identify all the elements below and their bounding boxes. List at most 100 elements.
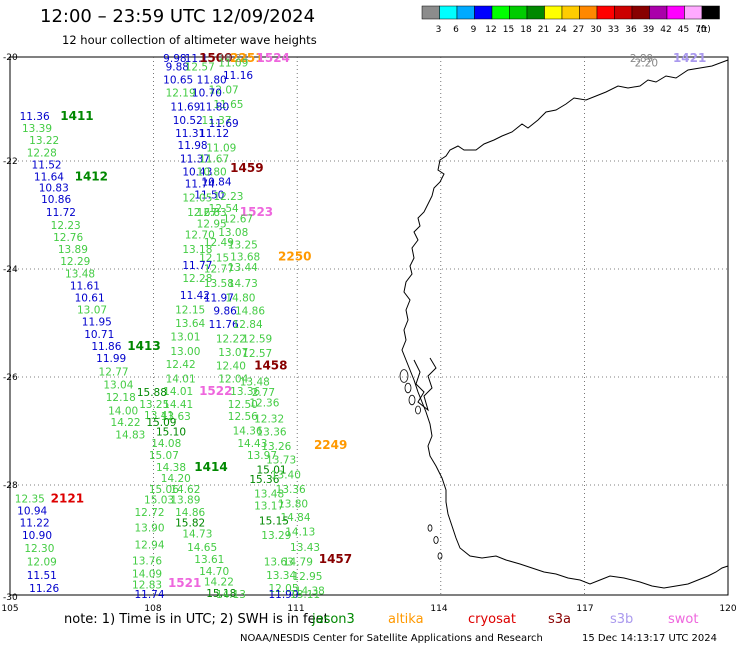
wave-height-label: 13.40 — [271, 469, 301, 481]
wave-height-label: 12.77 — [99, 367, 129, 379]
wave-height-label: 13.08 — [218, 227, 248, 239]
wave-height-label: 13.01 — [170, 331, 200, 343]
island — [415, 405, 421, 415]
lat-tick-label: -24 — [3, 265, 18, 275]
pass-id-label: 1412 — [75, 169, 108, 183]
wave-height-label: 13.48 — [65, 268, 95, 280]
wave-height-label: 12.15 — [175, 305, 205, 317]
lat-tick-label: -28 — [3, 481, 18, 491]
map-title: 12:00 – 23:59 UTC 12/09/2024 — [40, 6, 316, 27]
wave-height-label: 12.72 — [134, 507, 164, 519]
wave-height-label: 14.86 — [175, 507, 205, 519]
wave-height-label: 15.06 — [149, 484, 179, 496]
wave-height-label: 13.39 — [22, 123, 52, 135]
wave-height-label: 11.64 — [34, 171, 64, 183]
wave-height-label: 12.35 — [15, 493, 45, 505]
wave-height-label: 13.73 — [266, 455, 296, 467]
wave-height-label: 12.77 — [204, 263, 234, 275]
wave-height-label: 12.95 — [197, 218, 227, 230]
wave-height-label: 11.74 — [134, 589, 164, 601]
colorbar-tick-label: 24 — [555, 25, 567, 35]
wave-height-label: 10.83 — [39, 183, 69, 195]
wave-height-label: 11.72 — [46, 207, 76, 219]
wave-height-label: 12.07 — [209, 84, 239, 96]
pass-id-label: 1500 — [199, 51, 232, 65]
wave-height-label: 15.82 — [175, 518, 205, 530]
pass-id-label: 1459 — [230, 161, 263, 175]
wave-height-label: 14.65 — [187, 542, 217, 554]
wave-height-label: 13.25 — [139, 399, 169, 411]
wave-height-label: 15.07 — [149, 450, 179, 462]
wave-height-label: 11.76 — [209, 319, 239, 331]
wave-height-label: 12.54 — [209, 203, 239, 215]
pass-id-label: 1413 — [127, 339, 160, 353]
wave-height-label: 13.48 — [254, 489, 284, 501]
lat-tick-label: -30 — [3, 593, 18, 603]
wave-height-label: 10.94 — [17, 506, 47, 518]
wave-height-label: 13.97 — [247, 450, 277, 462]
wave-height-label: 11.51 — [27, 570, 57, 582]
colorbar-tick-label: 70 — [695, 25, 707, 35]
wave-height-label: 11.86 — [91, 341, 121, 353]
wave-height-label: 11.22 — [20, 518, 50, 530]
colorbar-tick-label: 45 — [678, 25, 689, 35]
wave-height-label: 12.40 — [216, 360, 246, 372]
wave-height-label: 9.86 — [213, 306, 237, 318]
wave-height-label: 10.84 — [201, 176, 231, 188]
wave-height-label: 13.04 — [103, 380, 133, 392]
wave-height-label: 13.00 — [170, 346, 200, 358]
wave-height-label: 14.36 — [233, 426, 263, 438]
wave-height-label: 12.95 — [292, 571, 322, 583]
wave-height-label: 11.09 — [218, 58, 248, 70]
wave-height-label: 13.68 — [230, 251, 260, 263]
wave-height-label: 11.98 — [178, 140, 208, 152]
wave-height-label: 14.73 — [228, 278, 258, 290]
wave-height-label: 11.65 — [213, 99, 243, 111]
wave-height-label: 10.43 — [182, 167, 212, 179]
wave-height-label: 12.23 — [51, 220, 81, 232]
wave-height-label: 12.49 — [204, 237, 234, 249]
wave-height-label: 11.1 — [185, 53, 208, 65]
lon-tick-label: 117 — [576, 604, 593, 612]
wave-height-label: 12.05 — [182, 192, 212, 204]
pass-id-label: 1521 — [168, 576, 201, 590]
wave-height-label: 13.64 — [175, 318, 205, 330]
wave-height-label: 10.90 — [22, 530, 52, 542]
wave-height-label: 12.57 — [242, 348, 272, 360]
wave-height-label: 14.09 — [132, 569, 162, 581]
colorbar-tick-label: 18 — [520, 25, 532, 35]
island — [437, 552, 443, 560]
colorbar-tick-label: 21 — [538, 25, 549, 35]
wave-height-label: 13.07 — [77, 305, 107, 317]
wave-height-label: 13.63 — [161, 411, 191, 423]
wave-height-label: 11.12 — [199, 128, 229, 140]
wave-height-label: 13.90 — [134, 523, 164, 535]
wave-height-label: 14.79 — [283, 556, 313, 568]
wave-height-label: 14.41 — [163, 399, 193, 411]
wave-height-label: 13.18 — [182, 244, 212, 256]
wave-height-label: 13.34 — [266, 570, 296, 582]
wave-height-label: 14.73 — [182, 528, 212, 540]
wave-height-label: 12.05 — [268, 583, 298, 595]
wave-height-label: 10.70 — [192, 88, 222, 100]
footer-note: note: 1) Time is in UTC; 2) SWH is in fe… — [64, 612, 329, 627]
map-subtitle: 12 hour collection of altimeter wave hei… — [62, 33, 317, 47]
wave-height-label: 11.09 — [206, 142, 236, 154]
wave-height-label: 13.07 — [218, 347, 248, 359]
wave-height-label: 11.42 — [180, 290, 210, 302]
wave-height-label: 13.29 — [261, 530, 291, 542]
pass-id-label: 2249 — [314, 438, 347, 452]
wave-height-label: 13.36 — [257, 427, 287, 439]
wave-height-label: 13.89 — [170, 494, 200, 506]
wave-height-label: 11.69 — [209, 118, 239, 130]
wave-height-label: 11.37 — [180, 154, 210, 166]
wave-height-label: 12.15 — [199, 252, 229, 264]
wave-height-label: 12.67 — [223, 214, 253, 226]
wave-height-label: 13.48 — [240, 376, 270, 388]
wave-height-label: 15.88 — [137, 387, 167, 399]
wave-height-label: 12.59 — [242, 334, 272, 346]
colorbar-tick-label: 42 — [660, 25, 671, 35]
wave-height-label: 14.83 — [115, 430, 145, 442]
pass-id-label: 2121 — [51, 491, 84, 505]
wave-height-label: 11.69 — [170, 101, 200, 113]
